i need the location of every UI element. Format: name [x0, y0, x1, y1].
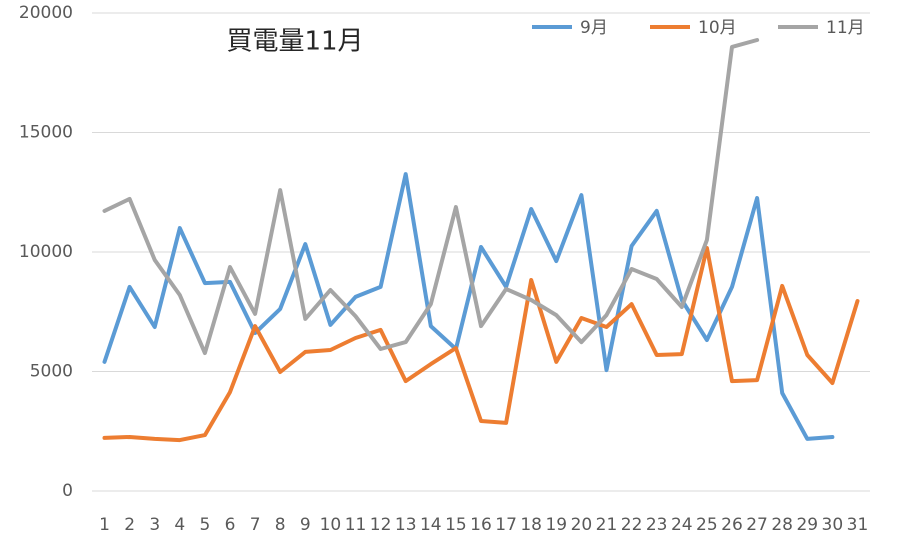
y-tick-label: 0: [62, 481, 73, 501]
x-tick-label: 4: [174, 515, 185, 535]
x-tick-label: 11: [345, 515, 367, 535]
x-tick-label: 9: [300, 515, 311, 535]
y-tick-label: 10000: [19, 242, 73, 262]
x-tick-label: 27: [746, 515, 768, 535]
x-tick-label: 2: [124, 515, 135, 535]
x-tick-label: 20: [571, 515, 593, 535]
x-tick-label: 7: [250, 515, 261, 535]
x-tick-label: 13: [395, 515, 417, 535]
y-tick-label: 15000: [19, 123, 73, 143]
legend-label: 11月: [826, 18, 865, 38]
x-tick-label: 19: [545, 515, 567, 535]
x-tick-label: 12: [370, 515, 392, 535]
x-tick-label: 25: [696, 515, 718, 535]
x-tick-label: 17: [495, 515, 517, 535]
x-tick-label: 24: [671, 515, 693, 535]
chart-title: 買電量11月: [226, 27, 363, 57]
legend-label: 9月: [580, 18, 608, 38]
x-tick-label: 8: [275, 515, 286, 535]
x-tick-label: 26: [721, 515, 743, 535]
x-tick-label: 18: [520, 515, 542, 535]
x-tick-label: 21: [596, 515, 618, 535]
x-tick-label: 15: [445, 515, 467, 535]
x-tick-label: 23: [646, 515, 668, 535]
x-tick-label: 16: [470, 515, 492, 535]
series-line: [102, 38, 760, 356]
x-tick-label: 31: [847, 515, 869, 535]
x-tick-label: 1: [99, 515, 110, 535]
x-tick-label: 28: [771, 515, 793, 535]
x-tick-label: 5: [200, 515, 211, 535]
x-tick-label: 3: [149, 515, 160, 535]
series-line: [102, 245, 860, 443]
x-tick-label: 14: [420, 515, 442, 535]
x-tick-label: 6: [225, 515, 236, 535]
x-tick-label: 10: [320, 515, 342, 535]
legend-label: 10月: [698, 18, 737, 38]
y-tick-label: 5000: [30, 362, 73, 382]
x-tick-label: 29: [796, 515, 818, 535]
x-tick-label: 22: [621, 515, 643, 535]
x-tick-label: 30: [822, 515, 844, 535]
y-tick-label: 20000: [19, 3, 73, 23]
